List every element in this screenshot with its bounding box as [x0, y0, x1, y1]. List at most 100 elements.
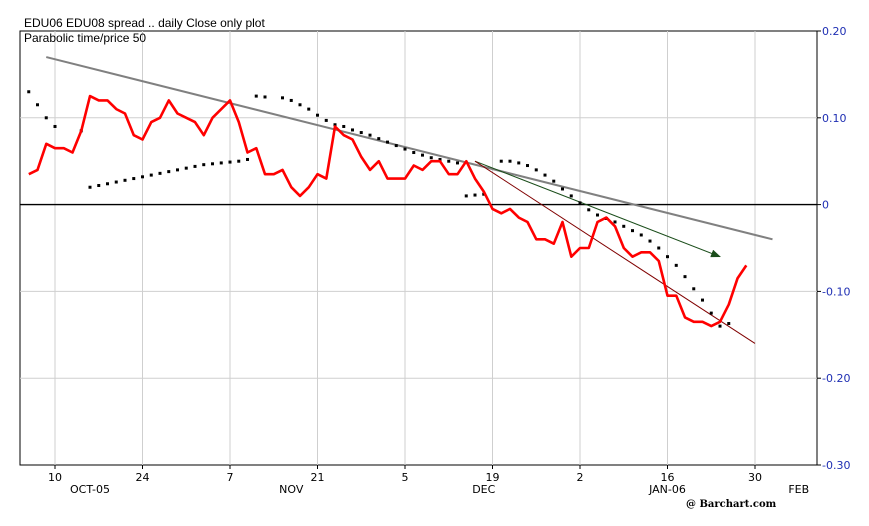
parabolic-dot: [534, 168, 538, 172]
x-tick-label: 16: [661, 471, 675, 484]
parabolic-dot: [123, 178, 127, 182]
parabolic-dot: [53, 124, 57, 128]
parabolic-dot: [394, 144, 398, 148]
trendline-maroon-channel: [474, 160, 756, 344]
parabolic-dot: [167, 170, 171, 174]
trendline-green-channel: [474, 160, 721, 258]
parabolic-dot: [438, 157, 442, 161]
parabolic-dot: [263, 95, 267, 99]
parabolic-dot: [631, 229, 634, 233]
month-label: FEB: [788, 483, 809, 496]
month-label: DEC: [472, 483, 495, 496]
parabolic-dot: [307, 107, 311, 111]
parabolic-dot: [517, 161, 521, 165]
x-tick-label: 30: [748, 471, 762, 484]
parabolic-dot: [141, 175, 144, 179]
parabolic-dot: [132, 177, 136, 181]
x-tick-label: 24: [136, 471, 150, 484]
parabolic-dot: [281, 96, 284, 100]
parabolic-dot: [316, 113, 319, 117]
trendlines: [46, 56, 773, 344]
close-series: [28, 94, 748, 328]
parabolic-dot: [106, 182, 109, 186]
parabolic-dot: [149, 173, 153, 177]
x-tick-label: 2: [577, 471, 584, 484]
parabolic-dot: [386, 140, 389, 144]
parabolic-dot: [324, 118, 328, 122]
parabolic-dot: [526, 164, 529, 168]
parabolic-dot: [184, 166, 188, 170]
parabolic-dot: [211, 162, 214, 166]
y-tick-label: -0.30: [822, 459, 850, 472]
parabolic-dot: [403, 147, 407, 151]
parabolic-dot: [499, 159, 503, 163]
parabolic-dot: [202, 163, 206, 167]
y-axis-labels: 0.20 0.10 0 -0.10 -0.20 -0.30: [817, 25, 850, 472]
parabolic-dot: [298, 103, 302, 107]
parabolic-dot: [622, 224, 626, 228]
parabolic-dot: [246, 157, 249, 161]
y-tick-label: -0.20: [822, 372, 850, 385]
y-tick-label: 0.10: [822, 112, 847, 125]
parabolic-dot: [552, 179, 556, 183]
parabolic-dot: [27, 90, 31, 94]
parabolic-dot: [683, 275, 687, 279]
x-tick-label: 21: [311, 471, 325, 484]
parabolic-dot: [289, 98, 293, 102]
month-label: OCT-05: [70, 483, 110, 496]
parabolic-dot: [692, 287, 696, 291]
x-tick-label: 19: [486, 471, 500, 484]
parabolic-dot: [569, 194, 573, 198]
parabolic-dot: [666, 255, 669, 259]
parabolic-dot: [377, 137, 381, 141]
parabolic-dot: [447, 159, 451, 163]
parabolic-dot: [709, 311, 713, 315]
parabolic-dot: [421, 153, 424, 157]
watermark: @ Barchart.com: [686, 499, 777, 510]
parabolic-dot: [359, 131, 363, 135]
parabolic-dot: [237, 159, 241, 163]
parabolic-dot: [657, 246, 661, 250]
parabolic-dot: [97, 184, 101, 188]
parabolic-dot: [219, 161, 223, 165]
parabolic-dot: [176, 168, 179, 172]
parabolic-dot: [473, 193, 477, 197]
parabolic-dot: [456, 161, 459, 165]
parabolic-dot: [648, 239, 652, 243]
parabolic-dot: [587, 208, 591, 212]
parabolic-dot: [639, 233, 643, 237]
parabolic-dot: [701, 298, 704, 302]
parabolic-dot: [36, 103, 39, 107]
parabolic-dot: [158, 171, 162, 175]
parabolic-dot: [727, 322, 731, 326]
chart-subtitle: Parabolic time/price 50: [24, 31, 146, 45]
parabolic-dot: [613, 220, 617, 224]
parabolic-dot: [44, 116, 48, 120]
parabolic-dot: [464, 194, 468, 198]
parabolic-dot: [718, 324, 722, 328]
parabolic-dot: [333, 123, 337, 127]
x-axis-labels: 10 24 7 21 5 19 2 16 30 OCT-05 NOV DEC JAN-06 FEB: [48, 471, 809, 496]
parabolic-dot: [508, 159, 512, 163]
parabolic-dot: [561, 187, 564, 191]
parabolic-dot: [368, 133, 372, 137]
parabolic-dot: [228, 160, 232, 164]
parabolic-dot: [596, 213, 599, 217]
parabolic-dot: [578, 201, 582, 205]
plot-area: [19, 30, 818, 466]
x-tick-label: 5: [402, 471, 409, 484]
x-tick-label: 7: [227, 471, 234, 484]
parabolic-dot: [543, 173, 547, 177]
y-tick-label: 0: [822, 199, 829, 212]
parabolic-dot: [254, 94, 258, 98]
parabolic-dot: [193, 164, 197, 168]
close-line: [28, 94, 748, 328]
parabolic-dot: [342, 124, 346, 128]
parabolic-dot: [429, 156, 433, 160]
y-tick-label: -0.10: [822, 285, 850, 298]
month-label: JAN-06: [648, 483, 686, 496]
parabolic-dot: [674, 263, 678, 267]
parabolic-dot: [351, 128, 354, 132]
x-tick-label: 10: [48, 471, 62, 484]
